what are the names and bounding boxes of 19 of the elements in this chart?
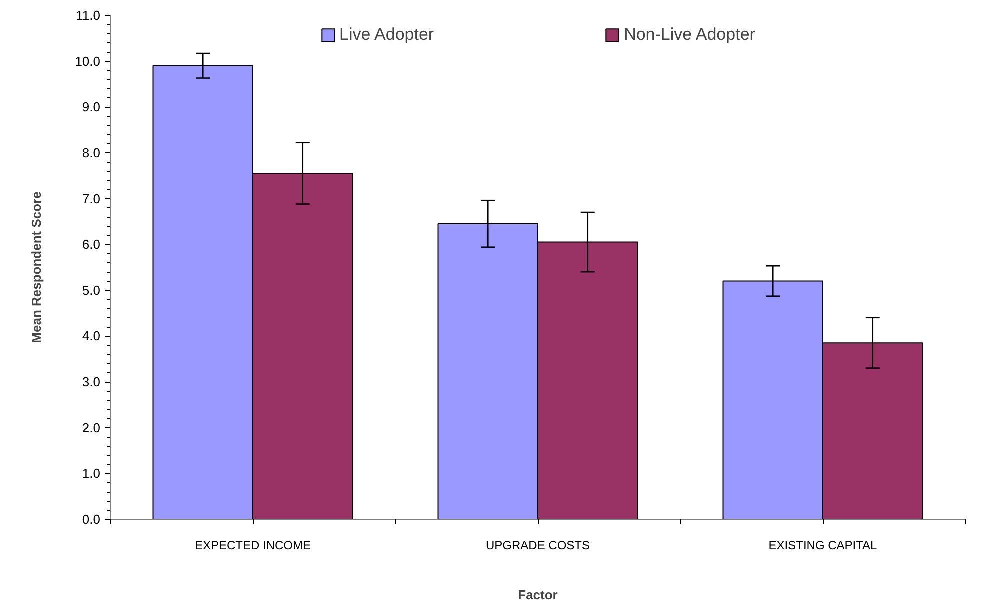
y-tick-label: 2.0	[82, 420, 101, 436]
y-tick-label: 4.0	[82, 328, 101, 344]
y-tick-label: 7.0	[82, 191, 101, 206]
x-tick-label: UPGRADE COSTS	[486, 538, 590, 552]
y-tick-label: 0.0	[82, 512, 101, 527]
x-tick-label: EXISTING CAPITAL	[768, 538, 878, 552]
x-axis-title: Factor	[518, 588, 558, 602]
legend-label: Non-Live Adopter	[624, 25, 756, 45]
y-tick-label: 5.0	[82, 282, 101, 298]
y-tick-label: 3.0	[82, 374, 101, 390]
y-tick-label: 1.0	[82, 466, 101, 482]
y-tick-label: 10.0	[75, 54, 101, 69]
legend-label: Live Adopter	[340, 25, 434, 45]
y-axis-title: Mean Respondent Score	[29, 192, 44, 344]
x-tick-label: EXPECTED INCOME	[194, 538, 312, 552]
y-tick-label: 9.0	[82, 100, 101, 115]
y-tick-label: 11.0	[76, 8, 101, 23]
y-tick-label: 6.0	[82, 237, 101, 252]
y-tick-label: 8.0	[82, 145, 101, 160]
